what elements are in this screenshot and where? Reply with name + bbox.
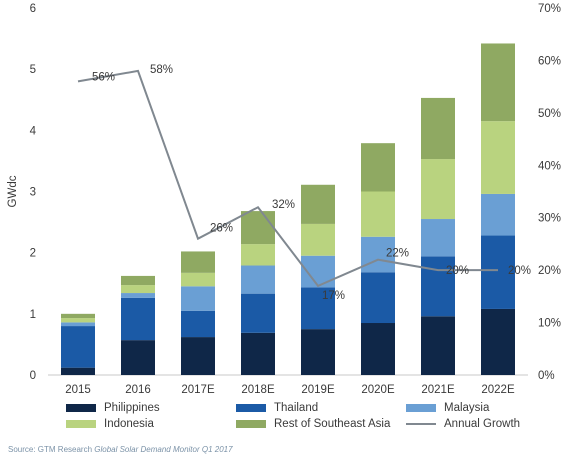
growth-data-label: 58% <box>150 64 173 76</box>
bar-segment <box>241 265 275 294</box>
y2-tick-label: 30% <box>538 213 561 225</box>
bar-segment <box>181 251 215 273</box>
legend-item-malaysia: Malaysia <box>406 402 489 414</box>
x-tick-label: 2016 <box>125 384 151 396</box>
y2-tick-label: 60% <box>538 55 561 67</box>
y-tick-label: 1 <box>30 309 36 321</box>
bar-segment <box>61 322 95 327</box>
bar-segment <box>421 97 455 160</box>
x-tick-label: 2015 <box>65 384 91 396</box>
bar-segment <box>361 323 395 375</box>
legend-item-philippines: Philippines <box>66 402 160 414</box>
bar-segment <box>481 193 515 236</box>
y-tick-label: 0 <box>30 370 36 382</box>
y2-tick-label: 50% <box>538 108 561 120</box>
bar-segment <box>481 121 515 194</box>
y2-tick-label: 0% <box>538 370 555 382</box>
legend-label: Rest of Southeast Asia <box>274 418 391 430</box>
source-title: Global Solar Demand Monitor Q1 2017 <box>94 445 233 454</box>
growth-data-label: 32% <box>272 199 295 211</box>
bar-segment <box>121 340 155 375</box>
legend-swatch <box>406 404 436 412</box>
x-tick-label: 2017E <box>181 384 215 396</box>
growth-data-label: 17% <box>322 290 345 302</box>
y-tick-label: 3 <box>30 187 36 199</box>
y-tick-label: 6 <box>30 3 36 15</box>
bar-segment <box>301 223 335 256</box>
x-tick-label: 2021E <box>421 384 455 396</box>
bar-segment <box>361 143 395 192</box>
legend-item-thailand: Thailand <box>236 402 318 414</box>
x-tick-label: 2020E <box>361 384 395 396</box>
bar-segment <box>301 184 335 224</box>
bar-segment <box>421 159 455 220</box>
bar-segment <box>61 318 95 323</box>
bar-segment <box>61 326 95 368</box>
bar-segment <box>241 332 275 375</box>
x-tick-label: 2018E <box>241 384 275 396</box>
growth-data-label: 26% <box>210 223 233 235</box>
bar-segment <box>421 256 455 317</box>
legend-item-annual-growth: Annual Growth <box>406 418 520 430</box>
y2-tick-label: 70% <box>538 3 561 15</box>
bar-segment <box>121 297 155 341</box>
y2-tick-label: 20% <box>538 265 561 277</box>
bar-segment <box>361 191 395 237</box>
bar-segment <box>301 287 335 330</box>
y-tick-label: 4 <box>30 125 37 137</box>
bar-segment <box>121 285 155 294</box>
x-tick-label: 2022E <box>481 384 515 396</box>
bar-segment <box>181 286 215 311</box>
bar-segment <box>421 219 455 257</box>
legend-item-rest-of-southeast-asia: Rest of Southeast Asia <box>236 418 390 430</box>
x-tick-label: 2019E <box>301 384 335 396</box>
y-tick-label: 5 <box>30 64 36 76</box>
bar-segment <box>361 272 395 324</box>
bar-segment <box>181 310 215 338</box>
source-note: Source: GTM Research Global Solar Demand… <box>8 445 233 454</box>
bar-segment <box>361 236 395 273</box>
legend-label: Annual Growth <box>444 418 521 430</box>
bar-segment <box>61 313 95 319</box>
legend-label: Malaysia <box>444 402 490 414</box>
bar-segment <box>241 244 275 266</box>
legend-swatch <box>236 404 266 412</box>
y2-tick-label: 40% <box>538 160 561 172</box>
growth-data-label: 20% <box>446 265 469 277</box>
source-prefix: Source: GTM Research <box>8 445 95 454</box>
bar-segment <box>421 316 455 375</box>
bar-segment <box>301 329 335 375</box>
bar-segment <box>121 275 155 286</box>
bar-segment <box>61 367 95 375</box>
growth-line <box>77 69 498 288</box>
legend-item-indonesia: Indonesia <box>66 418 154 430</box>
growth-data-label: 56% <box>92 71 115 83</box>
legend-swatch <box>66 420 96 428</box>
legend-label: Philippines <box>104 402 160 414</box>
legend-swatch <box>236 420 266 428</box>
bar-segment <box>121 293 155 298</box>
bar-segment <box>481 308 515 375</box>
y2-tick-label: 10% <box>538 318 561 330</box>
legend-swatch <box>66 404 96 412</box>
bar-segment <box>181 337 215 375</box>
bar-segment <box>241 211 275 245</box>
legend-label: Indonesia <box>104 418 154 430</box>
growth-data-label: 20% <box>508 265 531 277</box>
legend-label: Thailand <box>274 402 319 414</box>
y-tick-label: 2 <box>30 248 36 260</box>
legend-swatch <box>406 423 436 425</box>
bar-segment <box>481 235 515 309</box>
bar-segment <box>481 43 515 122</box>
y-axis-title: GWdc <box>7 175 19 207</box>
bar-segment <box>241 293 275 333</box>
growth-data-label: 22% <box>386 248 409 260</box>
bar-segment <box>181 272 215 287</box>
